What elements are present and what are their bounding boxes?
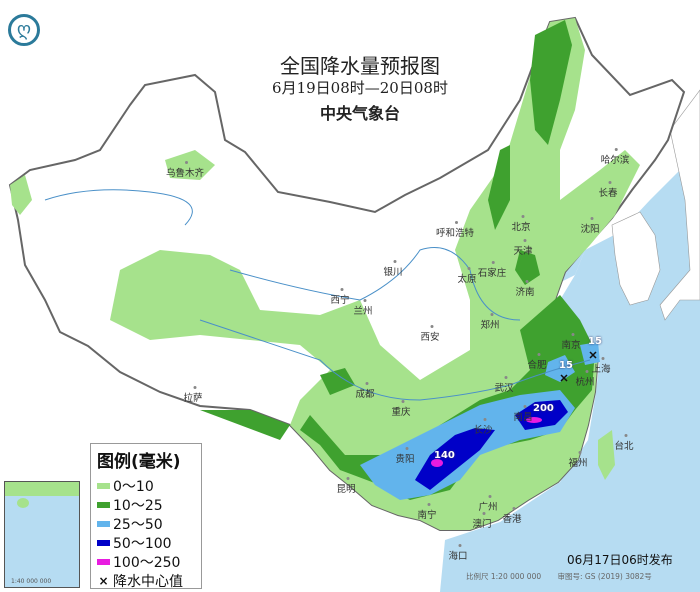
legend-label: 50～100	[113, 535, 172, 552]
city-label: 台北	[614, 434, 634, 452]
city-label: 呼和浩特	[436, 221, 474, 239]
issue-time: 06月17日06时发布	[567, 553, 673, 567]
city-label: 贵阳	[395, 447, 415, 465]
legend-swatch	[97, 501, 110, 508]
legend-swatch	[97, 520, 110, 527]
rain-100-250	[431, 417, 542, 467]
south-china-sea-inset: 1:40 000 000	[4, 481, 80, 588]
rain-center-value: 140	[434, 450, 455, 461]
city-label: 拉萨	[183, 386, 203, 404]
city-label: 兰州	[353, 299, 373, 317]
rain-center-value: 200	[533, 403, 554, 414]
rain-center-value: 15	[588, 336, 602, 347]
legend-item: × 降水中心值	[97, 571, 195, 590]
city-label: 南京	[561, 333, 581, 351]
city-label: 郑州	[480, 313, 500, 331]
city-label: 上海	[591, 357, 611, 375]
city-label: 西安	[420, 325, 440, 343]
legend-label: 25～50	[113, 516, 163, 533]
city-label: 长沙	[473, 418, 493, 436]
hainan-island	[17, 498, 29, 508]
city-label: 武汉	[494, 376, 514, 394]
map-title: 全国降水量预报图	[280, 54, 440, 78]
legend-label: 10～25	[113, 497, 163, 514]
city-label: 乌鲁木齐	[166, 161, 204, 179]
legend-label: 100～250	[113, 554, 181, 571]
city-label: 沈阳	[580, 217, 600, 235]
rain-center-markers	[560, 351, 597, 382]
rain-50-100	[415, 400, 568, 490]
city-label: 济南	[515, 280, 535, 298]
legend: 图例(毫米) 0～10 10～25 25～50 50～100 100～250 ×…	[90, 443, 202, 590]
legend-item: 10～25	[97, 495, 195, 514]
issuer: 中央气象台	[319, 104, 400, 123]
cma-logo-icon: ღ	[8, 14, 40, 46]
legend-item: 0～10	[97, 476, 195, 495]
city-label: 海口	[448, 544, 468, 562]
city-label: 长春	[598, 181, 618, 199]
city-label: 重庆	[391, 400, 411, 418]
legend-title: 图例(毫米)	[97, 452, 181, 472]
city-label: 昆明	[336, 477, 356, 495]
legend-label: 降水中心值	[113, 573, 183, 590]
city-label: 银川	[383, 260, 403, 278]
approval-number: 审图号: GS (2019) 3082号	[557, 572, 652, 581]
city-label: 太原	[457, 267, 477, 285]
city-label: 哈尔滨	[601, 148, 629, 166]
legend-swatch	[97, 539, 110, 546]
footer: 比例尺 1:20 000 000 审图号: GS (2019) 3082号	[466, 571, 666, 582]
inset-scale: 1:40 000 000	[11, 578, 52, 585]
rain-center-value: 15	[559, 360, 573, 371]
japan	[659, 89, 700, 321]
city-label: 南昌	[513, 405, 533, 423]
city-label: 澳门	[472, 512, 492, 530]
legend-label: 0～10	[113, 478, 154, 495]
legend-swatch	[97, 482, 110, 489]
legend-item: 50～100	[97, 533, 195, 552]
city-label: 广州	[478, 495, 498, 513]
city-label: 北京	[511, 215, 531, 233]
rain-center-marker-icon: ×	[98, 573, 109, 588]
city-label: 石家庄	[478, 261, 506, 279]
legend-item: 100～250	[97, 552, 195, 571]
city-label: 合肥	[527, 353, 547, 371]
city-label: 香港	[502, 507, 522, 525]
legend-swatch	[97, 558, 110, 565]
legend-item: 25～50	[97, 514, 195, 533]
city-label: 成都	[355, 382, 375, 400]
forecast-period: 6月19日08时—20日08时	[272, 79, 448, 97]
rivers	[44, 189, 591, 401]
city-label: 天津	[513, 239, 533, 257]
city-label: 福州	[568, 451, 588, 469]
city-label: 南宁	[417, 503, 437, 521]
city-label: 西宁	[330, 288, 350, 306]
inset-land	[5, 482, 79, 496]
city-label: 杭州	[575, 370, 595, 388]
map-scale: 比例尺 1:20 000 000	[466, 572, 542, 581]
korea-peninsula	[611, 211, 661, 306]
